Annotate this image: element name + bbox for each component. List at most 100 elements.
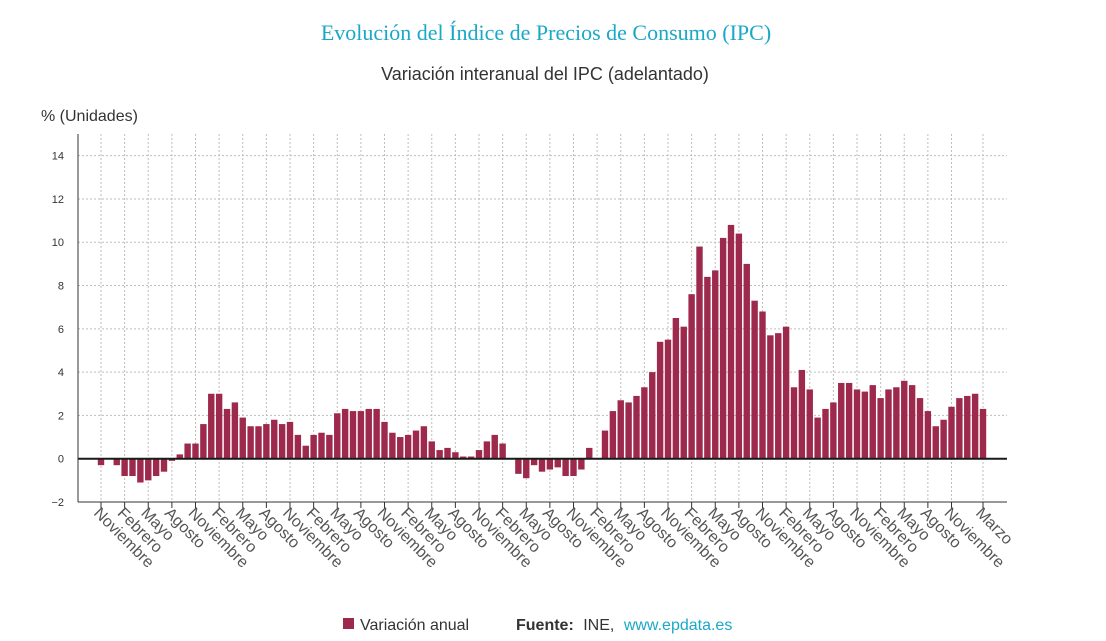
bar-11 xyxy=(176,454,183,459)
bar-39 xyxy=(397,437,404,459)
bar-36 xyxy=(373,408,380,459)
bar-24 xyxy=(278,424,286,459)
bar-1 xyxy=(97,458,105,466)
bar-58 xyxy=(546,458,554,470)
bar-22 xyxy=(263,424,270,459)
bar-25 xyxy=(286,421,294,459)
bar-93 xyxy=(822,408,829,459)
bar-9 xyxy=(160,458,168,472)
y-tick-label-5: 6 xyxy=(58,324,64,336)
bar-7 xyxy=(145,458,152,481)
bar-68 xyxy=(625,402,632,459)
bar-110 xyxy=(956,398,963,459)
bar-95 xyxy=(838,382,845,459)
bar-54 xyxy=(515,458,522,474)
bar-72 xyxy=(656,341,664,459)
bar-30 xyxy=(326,434,333,459)
bar-91 xyxy=(806,389,813,459)
y-tick-label-6: 4 xyxy=(58,367,64,379)
bar-17 xyxy=(223,408,231,459)
bar-13 xyxy=(192,443,199,459)
bar-71 xyxy=(649,372,656,459)
source-link[interactable]: www.epdata.es xyxy=(623,617,733,634)
bar-series xyxy=(97,224,987,483)
bar-31 xyxy=(334,413,341,459)
bar-102 xyxy=(893,387,900,459)
bar-99 xyxy=(869,385,876,459)
source-prefix: Fuente: xyxy=(516,617,574,634)
bar-8 xyxy=(152,458,160,477)
bar-103 xyxy=(901,380,908,459)
bar-49 xyxy=(475,450,483,459)
bar-101 xyxy=(885,389,892,459)
y-tick-label-7: 2 xyxy=(58,410,64,422)
bar-82 xyxy=(735,233,743,459)
legend-label: Variación anual xyxy=(360,617,469,634)
y-tick-label-3: 10 xyxy=(52,237,64,249)
bar-92 xyxy=(814,417,821,459)
bar-16 xyxy=(215,393,223,459)
y-tick-label-8: 0 xyxy=(58,454,64,466)
bar-96 xyxy=(845,382,853,459)
bar-75 xyxy=(680,326,687,459)
bar-86 xyxy=(767,335,774,459)
bar-106 xyxy=(924,411,932,459)
y-tick-label-2: 12 xyxy=(52,194,64,206)
bar-45 xyxy=(444,447,451,459)
bar-19 xyxy=(239,417,246,459)
bar-32 xyxy=(341,408,349,459)
bar-15 xyxy=(208,393,215,459)
bar-89 xyxy=(790,387,798,459)
legend-item-variacion-anual[interactable]: Variación anual xyxy=(343,617,469,634)
bar-41 xyxy=(412,430,420,459)
y-tick-label-1: 14 xyxy=(52,151,64,163)
bar-21 xyxy=(255,426,262,459)
bar-6 xyxy=(137,458,144,483)
bar-20 xyxy=(247,426,254,459)
bar-81 xyxy=(727,224,735,459)
bar-50 xyxy=(483,441,491,459)
bar-109 xyxy=(948,406,955,459)
bar-42 xyxy=(420,426,428,459)
bar-10 xyxy=(168,458,176,461)
chart-subtitle: Variación interanual del IPC (adelantado… xyxy=(381,64,709,84)
bar-107 xyxy=(932,426,939,459)
y-tick-label-9: −2 xyxy=(51,497,64,509)
gridlines xyxy=(78,134,1007,502)
bar-69 xyxy=(633,395,640,459)
bar-26 xyxy=(294,434,302,459)
bar-63 xyxy=(586,447,593,459)
bar-35 xyxy=(365,408,372,459)
bar-113 xyxy=(979,408,987,459)
bar-76 xyxy=(688,294,695,459)
bar-27 xyxy=(302,445,309,459)
bar-105 xyxy=(916,398,924,459)
bar-74 xyxy=(672,318,680,459)
bar-104 xyxy=(908,385,916,459)
bar-43 xyxy=(428,441,435,459)
bar-59 xyxy=(554,458,561,468)
bar-112 xyxy=(971,393,979,459)
bar-61 xyxy=(570,458,577,477)
bar-48 xyxy=(467,456,475,459)
bar-62 xyxy=(578,458,585,470)
bar-34 xyxy=(357,411,365,459)
bar-46 xyxy=(452,452,459,459)
bar-65 xyxy=(601,430,609,459)
bar-37 xyxy=(381,421,388,459)
bar-52 xyxy=(499,443,506,459)
bar-12 xyxy=(184,443,191,459)
legend-marker xyxy=(343,618,354,629)
bar-14 xyxy=(200,424,207,459)
source-credit: Fuente: INE, www.epdata.es xyxy=(516,617,732,634)
bar-40 xyxy=(404,434,412,459)
axes xyxy=(77,134,1007,503)
source-name: INE, xyxy=(583,617,614,634)
bar-78 xyxy=(704,276,711,459)
bar-94 xyxy=(830,402,837,459)
bar-85 xyxy=(759,311,766,459)
bar-84 xyxy=(751,300,758,459)
bar-100 xyxy=(877,398,884,459)
y-tick-label-4: 8 xyxy=(58,281,64,293)
